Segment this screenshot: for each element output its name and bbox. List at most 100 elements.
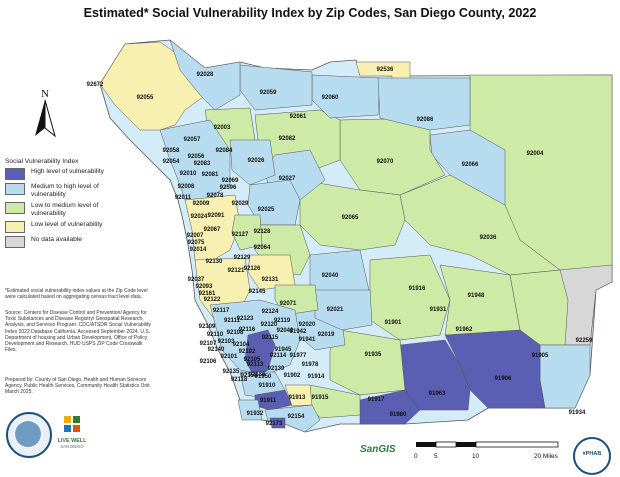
zip-label-92108: 92108 [227, 330, 244, 336]
zip-label-92019: 92019 [318, 332, 335, 338]
zip-label-91916: 91916 [409, 286, 426, 292]
zip-label-92071: 92071 [280, 301, 297, 307]
zip-label-92004: 92004 [527, 151, 544, 157]
legend-swatch-low [5, 221, 25, 233]
zip-label-91948: 91948 [468, 293, 485, 299]
zip-label-92102: 92102 [239, 349, 256, 355]
zip-label-92118: 92118 [231, 377, 248, 383]
zip-label-92037: 92037 [188, 277, 205, 283]
legend-label-no-data: No data available [31, 236, 82, 243]
zip-label-91977: 91977 [290, 353, 307, 359]
legend-label-low-medium: Low to medium level of vulnerability [31, 202, 99, 217]
live-well-text: LIVE WELL [57, 438, 87, 444]
zip-label-92110: 92110 [207, 332, 224, 338]
zip-label-92070: 92070 [377, 159, 394, 165]
zip-code-labels: 92672 92028 92536 92055 92059 92060 92061 92086… [87, 67, 593, 427]
zip-label-91906: 91906 [495, 376, 512, 382]
region-92086 [377, 77, 471, 131]
zip-label-92014: 92014 [190, 247, 207, 253]
scale-label-5: 5 [434, 453, 438, 460]
map-title: Estimated* Social Vulnerability Index by… [83, 6, 537, 20]
region-91932 [237, 399, 263, 421]
zip-label-92129: 92129 [234, 255, 251, 261]
legend-title: Social Vulnerability Index [5, 158, 79, 165]
zip-label-92672: 92672 [87, 82, 104, 88]
zip-label-92081: 92081 [202, 172, 219, 178]
legend-item-high: High level of vulnerability [5, 168, 155, 180]
legend: Social Vulnerability Index High level of… [5, 158, 155, 251]
zip-label-91910: 91910 [259, 383, 276, 389]
zip-label-92155: 92155 [241, 373, 258, 379]
legend-item-low: Low level of vulnerability [5, 221, 155, 233]
zip-label-92083: 92083 [194, 161, 211, 167]
live-well-subtext: SAN DIEGO [60, 444, 84, 449]
zip-label-92115: 92115 [262, 335, 279, 341]
zip-label-91942: 91942 [290, 329, 307, 335]
region-92173 [269, 417, 286, 429]
region-92028 [169, 39, 241, 111]
source-text: Source: Centers for Disease Control and … [5, 310, 151, 354]
zip-label-92154: 92154 [288, 414, 305, 420]
zip-label-92101: 92101 [221, 354, 238, 360]
zip-label-91911: 91911 [260, 398, 277, 404]
zip-label-92042: 92042 [277, 328, 294, 334]
region-92127 [231, 214, 263, 251]
zip-label-92139: 92139 [268, 366, 285, 372]
region-92021 [314, 289, 373, 331]
zip-label-91914: 91914 [308, 374, 325, 380]
zip-label-92056: 92056 [188, 154, 205, 160]
zip-label-92029: 92029 [232, 201, 249, 207]
legend-swatch-low-medium [5, 202, 25, 214]
zip-label-92091: 92091 [208, 213, 225, 219]
phab-badge-logo: #PHAB [573, 437, 611, 475]
zip-label-91950: 91950 [255, 374, 272, 380]
zip-label-92040: 92040 [322, 273, 339, 279]
region-92259 [559, 264, 613, 346]
zip-label-92009: 92009 [193, 201, 210, 207]
live-well-logo: LIVE WELL SAN DIEGO [52, 414, 92, 449]
region-92059 [239, 64, 313, 111]
zip-label-92027: 92027 [279, 176, 296, 182]
zip-label-92117: 92117 [213, 308, 230, 314]
region-urban-high [244, 329, 276, 379]
zip-label-92059: 92059 [260, 90, 277, 96]
zip-label-92140: 92140 [208, 347, 225, 353]
zip-label-92054: 92054 [163, 159, 180, 165]
zip-label-92126: 92126 [244, 266, 261, 272]
zip-label-91963: 91963 [429, 391, 446, 397]
zip-label-92128: 92128 [254, 229, 271, 235]
zip-label-92075: 92075 [188, 240, 205, 246]
zip-label-92003: 92003 [214, 125, 231, 131]
zip-label-92161: 92161 [199, 291, 216, 297]
zip-label-92104: 92104 [233, 342, 250, 348]
zip-label-92596: 92596 [220, 185, 237, 191]
zip-label-92173: 92173 [266, 421, 283, 427]
region-coast-mid [184, 194, 241, 263]
zip-label-92113: 92113 [247, 362, 264, 368]
zip-label-92020: 92020 [299, 322, 316, 328]
zip-label-91978: 91978 [302, 362, 319, 368]
zip-label-92011: 92011 [175, 195, 192, 201]
zip-label-92055: 92055 [137, 95, 154, 101]
north-arrow-icon [35, 99, 56, 138]
zip-label-92024: 92024 [191, 214, 208, 220]
legend-item-no-data: No data available [5, 236, 155, 248]
zip-label-92120: 92120 [261, 322, 278, 328]
zip-label-91931: 91931 [430, 307, 447, 313]
sangis-logo: SanGIS [360, 444, 396, 455]
zip-label-91917: 91917 [368, 397, 385, 403]
scale-bar-graphic [416, 441, 559, 448]
legend-swatch-medium-high [5, 183, 25, 195]
zip-label-92008: 92008 [178, 184, 195, 190]
north-arrow: N [31, 88, 59, 145]
phab-text: #PHAB [582, 451, 602, 457]
zip-label-92106: 92106 [200, 359, 217, 365]
zip-label-91901: 91901 [385, 320, 402, 326]
zip-label-92119: 92119 [274, 318, 291, 324]
zip-label-92127: 92127 [232, 232, 249, 238]
zip-label-92259: 92259 [576, 338, 593, 344]
scale-bar: 0 5 10 20 Miles [414, 438, 584, 468]
zip-label-92124: 92124 [262, 309, 279, 315]
zip-label-92060: 92060 [322, 95, 339, 101]
zip-label-92130: 92130 [206, 259, 223, 265]
